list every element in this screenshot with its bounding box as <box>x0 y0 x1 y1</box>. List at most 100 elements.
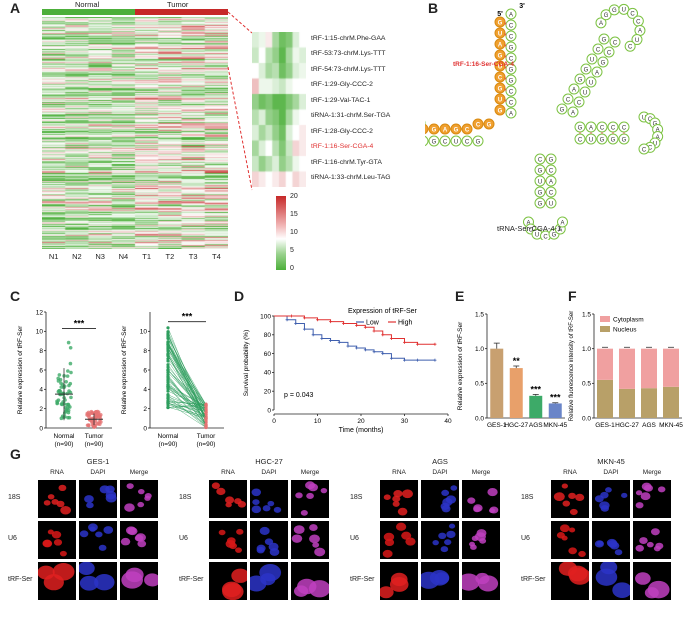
fish-image-content <box>79 523 114 551</box>
x-tick-label: Tumor <box>85 433 104 440</box>
fish-image <box>462 480 500 518</box>
fish-image <box>551 521 589 559</box>
cell-blob <box>269 548 280 556</box>
column-label: Merge <box>129 469 149 476</box>
fish-image <box>250 480 288 518</box>
fish-image-content <box>595 562 630 598</box>
sample-label: N2 <box>72 252 82 261</box>
fish-image <box>551 562 589 600</box>
nucleotide <box>592 43 604 55</box>
cell-blob <box>86 502 94 509</box>
scatter-point <box>90 420 94 425</box>
stacked-bar-nucleus <box>641 388 657 418</box>
cell-blob <box>252 499 260 506</box>
cell-blob <box>635 544 644 552</box>
nucleotide-letter: G <box>538 190 543 196</box>
column-label: RNA <box>563 469 577 476</box>
colorbar-tick: 20 <box>290 193 298 200</box>
fish-image-content <box>256 526 280 556</box>
paired-point-normal <box>166 344 170 348</box>
stacked-bar-nucleus <box>619 388 635 418</box>
x-axis-label: Time (months) <box>339 427 384 434</box>
scatter-point <box>86 410 91 415</box>
cell-blob <box>103 526 114 534</box>
cell-blob <box>51 498 59 505</box>
fish-image-content <box>635 482 666 509</box>
cell-blob <box>225 496 235 504</box>
cell-blob <box>309 524 318 532</box>
zoom-row-label: tRF-1:28-Gly-CCC-2 <box>311 127 373 135</box>
nucleotide-letter: C <box>509 100 514 106</box>
nucleotide-letter: A <box>638 29 642 35</box>
scatter-point <box>57 373 62 377</box>
scatter-point <box>90 410 94 415</box>
x-tick-label: AGS <box>642 422 656 429</box>
cell-blob <box>599 501 610 510</box>
scatter-point <box>94 413 99 418</box>
cell-blob <box>251 488 262 497</box>
nucleotide <box>603 46 615 58</box>
fish-image <box>120 562 158 600</box>
structure-highlight-label: tRF-1:16-Ser-CGA-4 <box>453 61 515 68</box>
scatter-point <box>65 391 70 396</box>
fish-image-content <box>553 483 585 516</box>
cell-blob <box>383 494 391 501</box>
cell-blob <box>47 494 55 500</box>
x-tick-label: GES-1 <box>487 422 507 429</box>
nucleotide-letter: C <box>636 19 641 25</box>
fish-image-content <box>635 528 664 552</box>
nucleotide-letter: C <box>549 190 554 196</box>
y-tick-label: 0.0 <box>582 415 591 422</box>
cell-blob <box>653 545 661 552</box>
nucleotide-letter: G <box>612 8 617 14</box>
y-axis-label: Relative expression of tRF-Ser <box>17 325 24 414</box>
nucleotide-letter: U <box>498 64 502 70</box>
row-label: U6 <box>179 535 188 542</box>
cell-blob <box>578 550 586 558</box>
fish-image <box>421 480 459 518</box>
cell-blob <box>236 528 244 535</box>
y-axis-label: Relative expression of tRF-Ser <box>121 325 128 414</box>
nucleotide-letter: G <box>584 67 589 73</box>
legend-label-nucleus: Nucleus <box>613 327 637 334</box>
cell-blob <box>294 585 309 597</box>
paired-point-normal <box>166 357 170 361</box>
cell-blob <box>556 532 565 539</box>
group-label-normal: Normal <box>75 0 100 9</box>
y-tick-label: 20 <box>264 389 272 396</box>
row-label: 18S <box>179 494 192 501</box>
cell-blob <box>124 503 135 512</box>
cell-blob <box>641 482 652 491</box>
column-label: RNA <box>392 469 406 476</box>
chart-survival: 0 20 40 60 80 100 0 10 20 30 40 Time (months) Surviv… <box>243 308 452 434</box>
cell-blob <box>639 537 648 544</box>
paired-line <box>167 381 207 425</box>
row-label: tRF-Ser <box>179 576 204 583</box>
cell-blob <box>94 574 115 591</box>
cell-blob <box>137 501 145 508</box>
cell-blob <box>293 525 305 534</box>
scatter-point <box>67 383 71 388</box>
x-tick-label: AGS <box>529 422 543 429</box>
fish-image-content <box>251 488 282 514</box>
fish-image <box>291 480 329 518</box>
x-tick-label: 20 <box>357 418 365 425</box>
nucleotide-letter: C <box>642 147 647 153</box>
nucleotide-letter: G <box>498 108 503 114</box>
cell-blob <box>259 563 282 582</box>
nucleotide <box>600 9 612 21</box>
fish-image <box>291 521 329 559</box>
nucleotide-letter: A <box>589 125 593 131</box>
x-tick-label: MKN-45 <box>659 422 683 429</box>
paired-line <box>167 394 207 428</box>
fish-grid: GES-1 RNA DAPI Merge 18S U6 tRF-Ser HGC-27 RNA DA… <box>0 457 685 619</box>
fish-image-content <box>124 483 152 512</box>
x-tick-label: HGC-27 <box>504 422 528 429</box>
y-tick-label: 0.0 <box>475 415 484 422</box>
row-label: U6 <box>8 535 17 542</box>
x-tick-label: 0 <box>272 418 276 425</box>
cell-blob <box>235 547 242 553</box>
nucleotide-letter: U <box>454 139 458 145</box>
panel-letter-c: C <box>10 288 21 304</box>
x-tick-label: MKN-45 <box>543 422 567 429</box>
